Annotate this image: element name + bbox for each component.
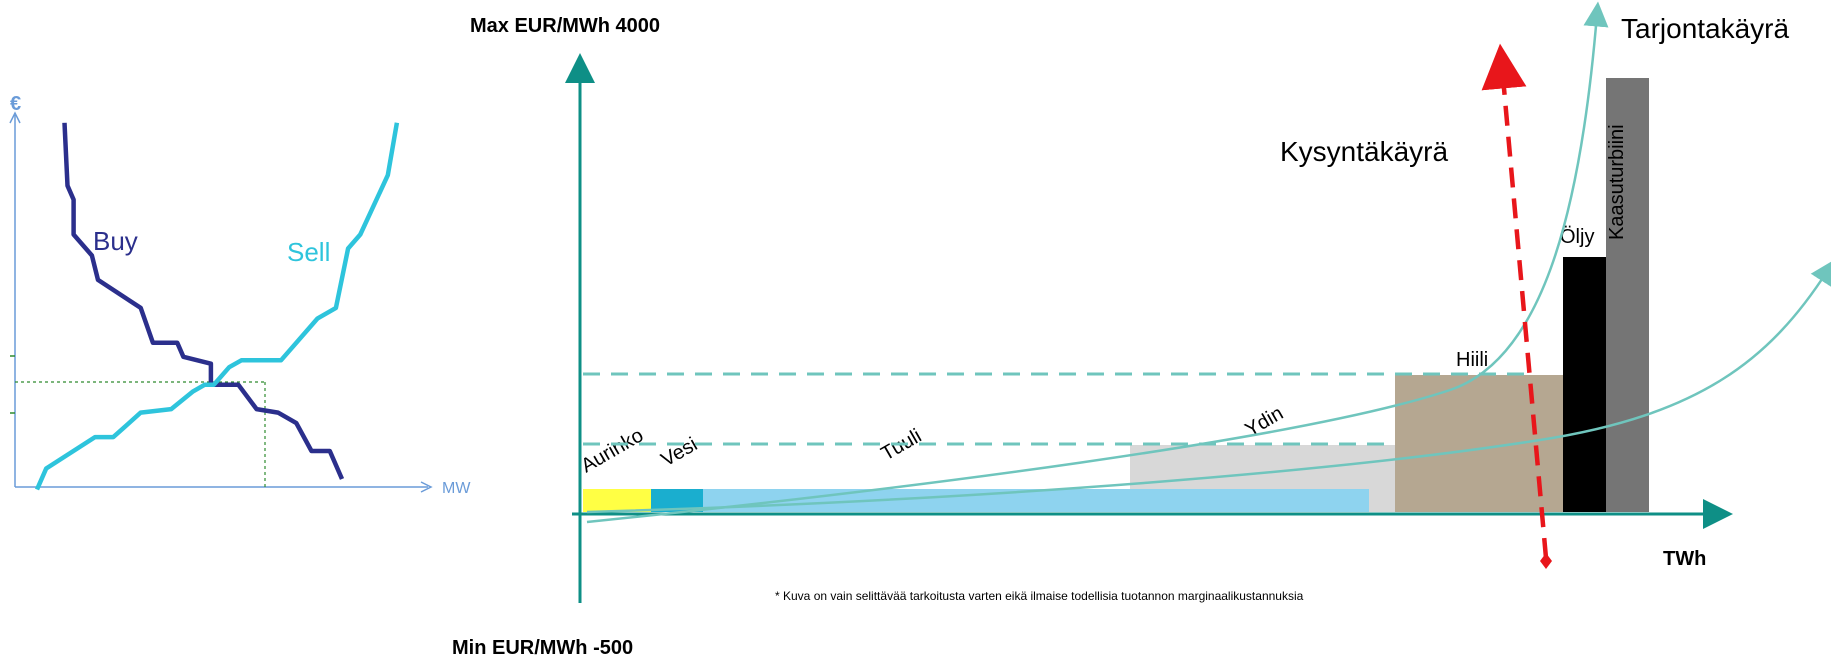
merit-order-chart: Aurinko Vesi Tuuli Ydin Hiili Öljy Kaasu…	[452, 1, 1831, 657]
legend-label-buy: Buy	[93, 226, 138, 256]
bar-label-vesi: Vesi	[658, 433, 702, 471]
footnote: * Kuva on vain selittävää tarkoitusta va…	[775, 589, 1304, 603]
bar-label-aurinko: Aurinko	[578, 424, 648, 477]
demand-curve	[1481, 43, 1549, 559]
bar-ydin	[1130, 445, 1395, 489]
y-axis-max-label: Max EUR/MWh 4000	[470, 15, 660, 37]
demand-curve-label: Kysyntäkäyrä	[1280, 136, 1448, 167]
mini-x-axis-arrow	[420, 481, 433, 493]
supply-curve-steep	[586, 1, 1609, 524]
series-line-buy	[62, 122, 345, 480]
supply-curve-flat	[586, 259, 1831, 514]
x-axis-label: TWh	[1663, 548, 1706, 570]
mini-y-axis-label: €	[10, 93, 21, 115]
bar-oljy	[1563, 257, 1606, 512]
bar-label-kaasuturbiini: Kaasuturbiini	[1606, 124, 1628, 240]
y-axis-min-label: Min EUR/MWh -500	[452, 637, 633, 657]
bar-aurinko	[583, 489, 651, 512]
legend-label-sell: Sell	[287, 237, 330, 267]
bar-ydin-lower	[1369, 489, 1395, 512]
demand-curve-end-marker	[1540, 553, 1552, 569]
supply-curve-label: Tarjontakäyrä	[1621, 13, 1790, 44]
bar-label-oljy: Öljy	[1560, 226, 1594, 248]
bar-tuuli	[703, 489, 1369, 512]
buy-sell-chart: € MW Buy Sell	[9, 93, 471, 497]
bar-label-hiili: Hiili	[1456, 349, 1488, 371]
mini-y-axis-arrow	[9, 111, 21, 124]
mini-x-axis-label: MW	[442, 480, 471, 497]
bar-kaasuturbiini	[1606, 78, 1649, 512]
series-line-sell	[34, 122, 400, 491]
bar-vesi	[651, 489, 703, 512]
